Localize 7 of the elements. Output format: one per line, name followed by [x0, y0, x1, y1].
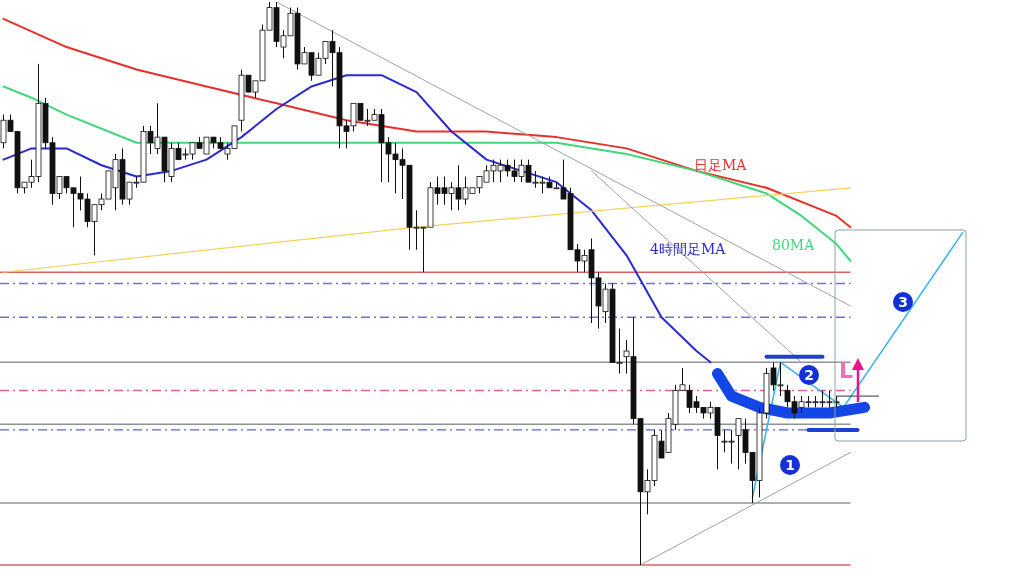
annotation: L	[838, 358, 854, 383]
series-label: 日足MA	[694, 157, 748, 173]
series-label: 4時間足MA	[650, 241, 727, 257]
annotation: 2	[804, 367, 814, 383]
series-label: 80MA	[772, 237, 816, 253]
annotation: 3	[898, 294, 908, 310]
annotation: 1	[785, 457, 795, 473]
